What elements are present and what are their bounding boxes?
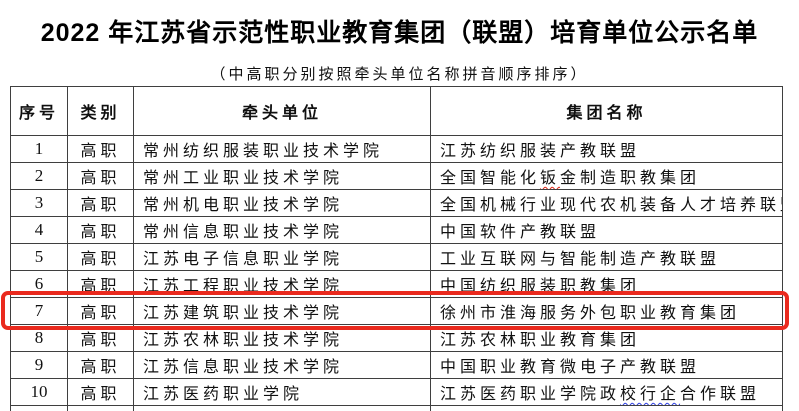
table-row: 4 高职 常州信息职业技术学院 中国软件产教联盟 [10,216,783,244]
cell-group-name: 中国职业教育微电子产教联盟 [430,351,783,379]
cell-index: 2 [10,162,68,190]
page-title: 2022 年江苏省示范性职业教育集团（联盟）培育单位公示名单 [40,19,759,47]
table-row: 1 高职 常州纺织服装职业技术学院 江苏纺织服装产教联盟 [10,135,783,163]
cell-category: 高职 [67,162,134,190]
cell-lead-unit: 江苏信息职业技术学院 [133,351,431,379]
spellcheck-blue-underline: 校行企 [620,386,681,403]
cell-category: 高职 [67,135,134,163]
cell-group-name: 工业互联网与智能制造产教联盟 [430,243,783,271]
cell-lead-unit: 江苏建筑职业技术学院 [133,297,431,325]
cell-group-name: 江苏医药职业学院政校行企合作联盟 [430,378,783,406]
cell-lead-unit: 江苏医药职业学院 [133,378,431,406]
group-name-text: 金制造职教集团 [560,170,701,187]
table-row-partial [10,405,783,411]
group-name-text: 江苏农林职业教育集团 [440,332,641,349]
cell-index: 8 [10,324,68,352]
group-name-text: 江苏纺织服装产教联盟 [440,143,641,160]
header-cell-group-name: 集团名称 [430,86,783,136]
table-header-row: 序号 类别 牵头单位 集团名称 [10,86,783,136]
cell-group-name: 全国智能化钣金制造职教集团 [430,162,783,190]
table-row: 2 高职 常州工业职业技术学院 全国智能化钣金制造职教集团 [10,162,783,190]
cell-index: 3 [10,189,68,217]
cell-category: 高职 [67,324,134,352]
group-name-text: 合作联盟 [680,386,761,403]
group-name-text: 江苏医药职业学院政 [440,386,621,403]
cell-group-name: 徐州市淮海服务外包职业教育集团 [430,297,783,325]
table-row: 5 高职 江苏电子信息职业学院 工业互联网与智能制造产教联盟 [10,243,783,271]
cell-category: 高职 [67,297,134,325]
partial-cell [133,405,431,411]
header-cell-lead-unit: 牵头单位 [133,86,431,136]
cell-category: 高职 [67,189,134,217]
cell-lead-unit: 江苏工程职业技术学院 [133,270,431,298]
cell-lead-unit: 常州纺织服装职业技术学院 [133,135,431,163]
table-header: 序号 类别 牵头单位 集团名称 [10,86,783,136]
table-row-highlighted: 7 高职 江苏建筑职业技术学院 徐州市淮海服务外包职业教育集团 [10,297,783,325]
cell-index: 7 [10,297,68,325]
main-table: 序号 类别 牵头单位 集团名称 1 高职 常州纺织服装职业技术学院 江苏纺织服装产教联… [10,86,783,411]
group-name-text: 徐州市淮海服务外包职业教育集团 [440,305,741,322]
group-name-text: 中国软件产教联盟 [440,224,601,241]
cell-lead-unit: 常州工业职业技术学院 [133,162,431,190]
cell-group-name: 江苏纺织服装产教联盟 [430,135,783,163]
cell-group-name: 全国机械行业现代农机装备人才培养联盟 [430,189,783,217]
header-cell-index: 序号 [10,86,68,136]
table-row: 8 高职 江苏农林职业技术学院 江苏农林职业教育集团 [10,324,783,352]
table-body: 1 高职 常州纺织服装职业技术学院 江苏纺织服装产教联盟 2 高职 常州工业职业技术学院 全国… [10,135,783,411]
cell-lead-unit: 常州信息职业技术学院 [133,216,431,244]
partial-cell [10,405,68,411]
cell-category: 高职 [67,378,134,406]
cell-lead-unit: 江苏电子信息职业学院 [133,243,431,271]
cell-index: 4 [10,216,68,244]
cell-index: 1 [10,135,68,163]
cell-index: 6 [10,270,68,298]
cell-lead-unit: 常州机电职业技术学院 [133,189,431,217]
partial-cell [430,405,783,411]
cell-group-name: 中国软件产教联盟 [430,216,783,244]
page-subtitle: （中高职分别按照牵头单位名称拼音顺序排序） [210,67,589,83]
cell-index: 10 [10,378,68,406]
table-row: 3 高职 常州机电职业技术学院 全国机械行业现代农机装备人才培养联盟 [10,189,783,217]
table-row: 10 高职 江苏医药职业学院 江苏医药职业学院政校行企合作联盟 [10,378,783,406]
cell-group-name: 中国纺织服装职教集团 [430,270,783,298]
cell-lead-unit: 江苏农林职业技术学院 [133,324,431,352]
cell-category: 高职 [67,270,134,298]
group-name-text: 工业互联网与智能制造产教联盟 [440,251,721,268]
cell-index: 5 [10,243,68,271]
group-name-text: 全国智能化 [440,170,541,187]
cell-category: 高职 [67,351,134,379]
group-name-text: 全国机械行业现代农机装备人才培养联盟 [440,197,783,214]
group-name-text: 中国职业教育微电子产教联盟 [440,359,701,376]
table-row: 9 高职 江苏信息职业技术学院 中国职业教育微电子产教联盟 [10,351,783,379]
spellcheck-red-underline: 钣 [540,170,561,187]
cell-category: 高职 [67,243,134,271]
table-row: 6 高职 江苏工程职业技术学院 中国纺织服装职教集团 [10,270,783,298]
cell-group-name: 江苏农林职业教育集团 [430,324,783,352]
header-cell-category: 类别 [67,86,134,136]
cell-category: 高职 [67,216,134,244]
group-name-text: 中国纺织服装职教集团 [440,278,641,295]
partial-cell [67,405,134,411]
cell-index: 9 [10,351,68,379]
